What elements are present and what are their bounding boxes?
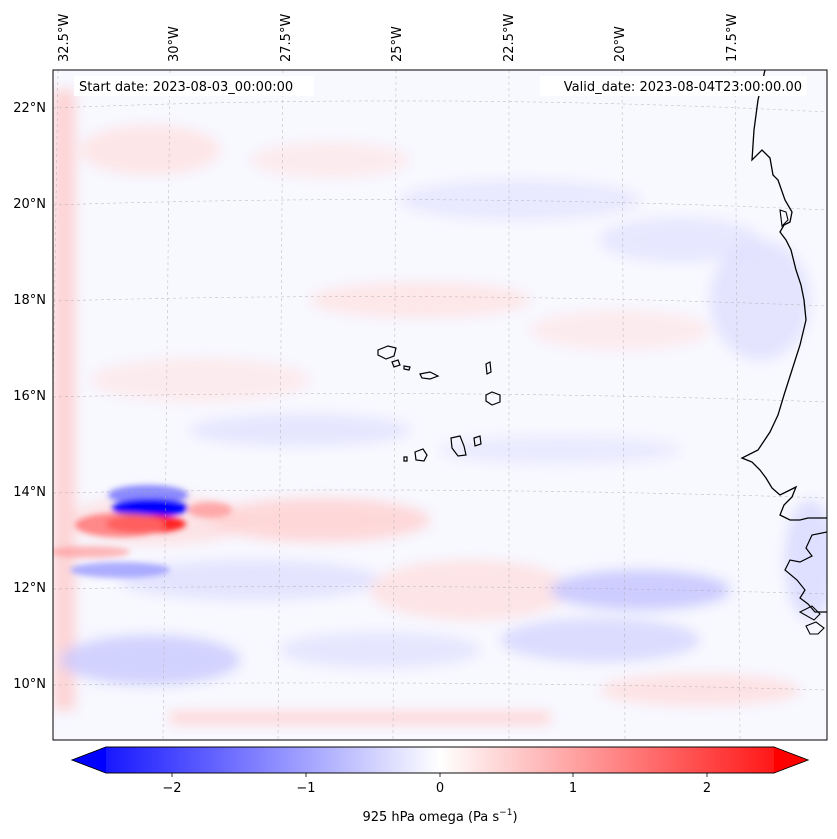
colorbar-label: 925 hPa omega (Pa s−1) [362, 808, 517, 825]
lon-label: 27.5°W [279, 14, 294, 62]
valid-date-box [540, 76, 807, 96]
lat-label: 18°N [13, 293, 46, 308]
lon-label: 25°W [390, 26, 405, 62]
latitude-labels: 22°N 20°N 18°N 16°N 14°N 12°N 10°N [13, 101, 46, 692]
lat-label: 12°N [13, 581, 46, 596]
omega-dipole [53, 485, 232, 578]
colorbar-tick-label: −1 [296, 781, 315, 796]
valid-date-label: Valid_date: 2023-08-04T23:00:00.00 [564, 80, 802, 95]
colorbar-min-extend [72, 747, 106, 773]
lat-label: 16°N [13, 389, 46, 404]
colorbar-tick-label: 0 [436, 781, 444, 796]
cape-verde-islands [377, 345, 501, 462]
colorbar: −2 −1 0 1 2 925 hPa omega (Pa s−1) [70, 746, 810, 825]
colorbar-max-extend [774, 747, 808, 773]
start-date-label: Start date: 2023-08-03_00:00:00 [79, 80, 293, 95]
lon-label: 20°W [613, 26, 628, 62]
colorbar-ticks [171, 773, 708, 777]
start-date-box [74, 76, 314, 96]
lon-label: 17.5°W [725, 14, 740, 62]
lat-label: 22°N [13, 101, 46, 116]
field-background [53, 70, 827, 740]
lon-label: 30°W [167, 26, 182, 62]
longitude-labels: 32.5°W 30°W 27.5°W 25°W 22.5°W 20°W 17.5… [57, 14, 740, 62]
lon-label: 22.5°W [502, 14, 517, 62]
colorbar-body [70, 746, 810, 774]
lat-label: 14°N [13, 485, 46, 500]
map-border [52, 69, 828, 741]
colorbar-tick-label: 2 [703, 781, 711, 796]
omega-field [53, 70, 827, 740]
colorbar-tick-label: 1 [569, 781, 577, 796]
field-patches [53, 90, 827, 724]
lon-label: 32.5°W [57, 14, 72, 62]
colorbar-tick-label: −2 [162, 781, 181, 796]
lat-label: 20°N [13, 197, 46, 212]
coastline [740, 70, 827, 521]
lat-label: 10°N [13, 677, 46, 692]
graticule [53, 70, 827, 740]
